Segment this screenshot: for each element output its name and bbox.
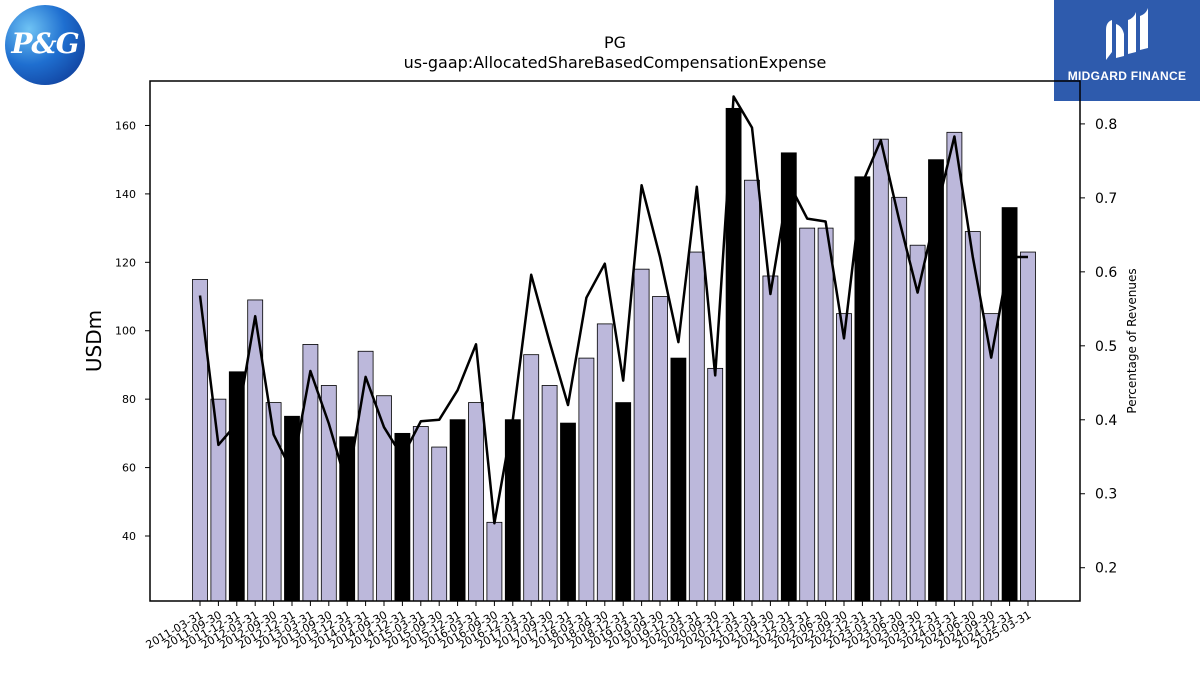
y2-tick-label: 0.6 [1095,265,1117,281]
bar [817,227,834,602]
bar [210,398,227,602]
midgard-finance-name: MIDGARD FINANCE [1067,69,1187,83]
y-tick-label: 60 [122,462,136,475]
y-tick-label: 160 [115,119,136,132]
bar [670,357,687,602]
bar [946,131,963,602]
y2-tick-label: 0.2 [1095,561,1117,577]
y-tick-label: 80 [122,393,136,406]
bar [615,402,632,602]
bar [891,196,908,602]
bar [1001,207,1018,602]
bar [744,179,760,602]
chart-subtitle: us-gaap:AllocatedShareBasedCompensationE… [404,53,827,72]
y2-axis-label: Percentage of Revenues [1125,268,1139,413]
y-axis-left: 40 60 80 100 120 140 160 [115,119,150,543]
bar [928,159,944,602]
percentage-line [198,95,1028,525]
bar-series [192,107,1036,602]
x-axis: 2011-03-312011-09-302011-12-312012-03-31… [144,601,1034,652]
bar [192,279,208,602]
midgard-mark-icon [1106,8,1148,60]
bar [909,244,926,602]
y2-tick-label: 0.3 [1095,487,1117,503]
bar [394,432,411,602]
y2-tick-label: 0.7 [1095,191,1117,207]
y-tick-label: 100 [115,325,136,338]
bar [560,422,576,602]
bar [707,367,724,602]
y-tick-label: 40 [122,530,136,543]
bar [449,419,466,602]
bar [523,354,540,602]
bar [633,268,650,602]
bar [228,371,245,602]
pg-logo: P&G [5,5,85,85]
y2-tick-label: 0.5 [1095,339,1117,355]
bar [486,521,503,602]
line-series [198,95,1028,525]
y-axis-label: USDm [82,310,106,372]
bar [1020,251,1036,602]
y-tick-label: 120 [115,256,136,269]
y2-tick-label: 0.8 [1095,117,1117,133]
bar [578,357,595,602]
plot-frame [149,80,1081,602]
bar [468,402,484,602]
bar [412,426,429,602]
y-axis-right: 0.2 0.3 0.4 0.5 0.6 0.7 0.8 [1080,117,1117,577]
bar [320,385,337,602]
chart-title: PG [604,33,626,52]
bar [872,138,889,602]
pg-logo-text: P&G [11,27,79,60]
bar [762,275,779,602]
y-tick-label: 140 [115,188,136,201]
bar [596,323,613,602]
bar [799,227,816,602]
bar [854,176,871,602]
bar [652,296,668,602]
bar [688,251,705,602]
midgard-finance-logo: MIDGARD FINANCE [1054,0,1200,101]
bar [541,385,558,602]
bar [431,446,448,602]
y2-tick-label: 0.4 [1095,413,1117,429]
bar [836,313,852,602]
